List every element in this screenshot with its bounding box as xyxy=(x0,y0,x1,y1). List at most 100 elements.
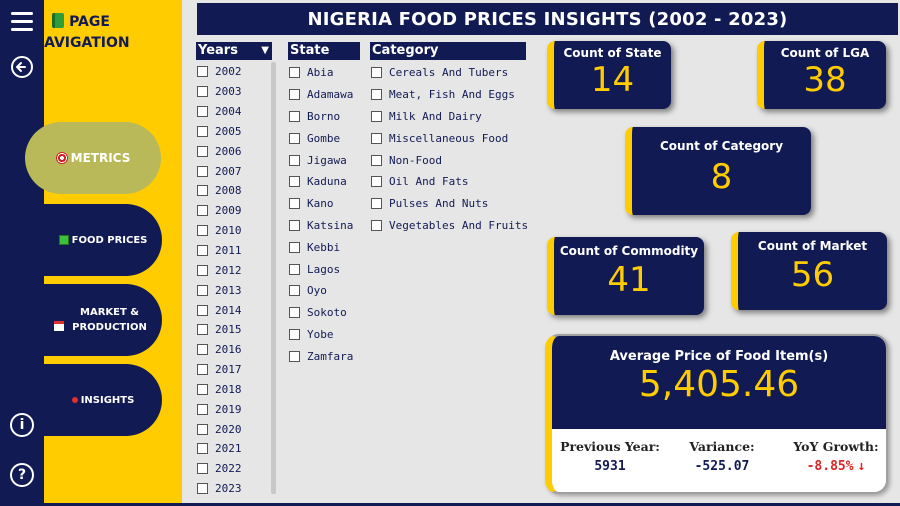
checkbox[interactable] xyxy=(289,154,300,166)
back-arrow-icon[interactable] xyxy=(7,52,37,82)
checkbox[interactable] xyxy=(197,264,208,276)
checkbox[interactable] xyxy=(197,225,208,237)
checkbox[interactable] xyxy=(197,364,208,376)
category-option[interactable]: Oil And Fats xyxy=(371,171,528,193)
state-option[interactable]: Jigawa xyxy=(289,149,353,171)
checkbox[interactable] xyxy=(197,66,208,78)
info-icon[interactable]: i xyxy=(7,410,37,440)
state-option[interactable]: Kaduna xyxy=(289,171,353,193)
year-option[interactable]: 2003 xyxy=(197,82,242,102)
year-option[interactable]: 2008 xyxy=(197,181,242,201)
checkbox[interactable] xyxy=(371,89,382,101)
year-option[interactable]: 2018 xyxy=(197,380,242,400)
year-option[interactable]: 2022 xyxy=(197,459,242,479)
checkbox[interactable] xyxy=(197,463,208,475)
category-option[interactable]: Miscellaneous Food xyxy=(371,127,528,149)
hamburger-menu-icon[interactable] xyxy=(7,6,37,36)
year-option[interactable]: 2023 xyxy=(197,479,242,499)
category-option[interactable]: Meat, Fish And Eggs xyxy=(371,84,528,106)
year-option[interactable]: 2004 xyxy=(197,102,242,122)
checkbox[interactable] xyxy=(289,307,300,319)
checkbox[interactable] xyxy=(289,285,300,297)
state-option[interactable]: Abia xyxy=(289,62,353,84)
category-option[interactable]: Cereals And Tubers xyxy=(371,62,528,84)
nav-button-metrics[interactable]: METRICS xyxy=(25,122,161,194)
nav-button-market-production[interactable]: MARKET & PRODUCTION xyxy=(44,284,162,356)
year-option[interactable]: 2009 xyxy=(197,201,242,221)
checkbox[interactable] xyxy=(289,328,300,340)
category-option[interactable]: Pulses And Nuts xyxy=(371,193,528,215)
checkbox[interactable] xyxy=(197,344,208,356)
checkbox[interactable] xyxy=(197,483,208,495)
year-option[interactable]: 2014 xyxy=(197,300,242,320)
state-option[interactable]: Oyo xyxy=(289,280,353,302)
checkbox[interactable] xyxy=(289,67,300,79)
checkbox[interactable] xyxy=(289,132,300,144)
year-option[interactable]: 2002 xyxy=(197,62,242,82)
checkbox[interactable] xyxy=(197,443,208,455)
checkbox[interactable] xyxy=(197,245,208,257)
checkbox[interactable] xyxy=(289,350,300,362)
checkbox[interactable] xyxy=(197,423,208,435)
year-option[interactable]: 2017 xyxy=(197,360,242,380)
checkbox[interactable] xyxy=(289,263,300,275)
year-option[interactable]: 2005 xyxy=(197,122,242,142)
year-option[interactable]: 2012 xyxy=(197,260,242,280)
checkbox[interactable] xyxy=(197,324,208,336)
year-option[interactable]: 2021 xyxy=(197,439,242,459)
year-option[interactable]: 2016 xyxy=(197,340,242,360)
checkbox[interactable] xyxy=(371,176,382,188)
year-option[interactable]: 2007 xyxy=(197,161,242,181)
nav-button-insights[interactable]: INSIGHTS xyxy=(44,364,162,436)
checkbox[interactable] xyxy=(371,132,382,144)
checkbox[interactable] xyxy=(197,304,208,316)
state-option[interactable]: Borno xyxy=(289,106,353,128)
category-option[interactable]: Vegetables And Fruits xyxy=(371,215,528,237)
checkbox[interactable] xyxy=(289,176,300,188)
checkbox[interactable] xyxy=(197,86,208,98)
category-option[interactable]: Milk And Dairy xyxy=(371,106,528,128)
checkbox[interactable] xyxy=(197,403,208,415)
state-option[interactable]: Kano xyxy=(289,193,353,215)
checkbox[interactable] xyxy=(289,198,300,210)
state-option[interactable]: Gombe xyxy=(289,127,353,149)
checkbox[interactable] xyxy=(197,205,208,217)
state-option[interactable]: Lagos xyxy=(289,258,353,280)
year-option[interactable]: 2010 xyxy=(197,221,242,241)
state-option[interactable]: Adamawa xyxy=(289,84,353,106)
year-option[interactable]: 2011 xyxy=(197,241,242,261)
help-icon[interactable]: ? xyxy=(7,460,37,490)
checkbox[interactable] xyxy=(289,89,300,101)
checkbox[interactable] xyxy=(371,219,382,231)
checkbox[interactable] xyxy=(197,383,208,395)
years-slicer-scrollbar[interactable] xyxy=(271,62,276,494)
nav-button-food-prices[interactable]: FOOD PRICES xyxy=(44,204,162,276)
state-option[interactable]: Zamfara xyxy=(289,345,353,367)
state-option[interactable]: Sokoto xyxy=(289,302,353,324)
checkbox[interactable] xyxy=(371,67,382,79)
checkbox[interactable] xyxy=(289,219,300,231)
checkbox[interactable] xyxy=(197,125,208,137)
year-option[interactable]: 2006 xyxy=(197,141,242,161)
state-option[interactable]: Yobe xyxy=(289,324,353,346)
checkbox[interactable] xyxy=(197,284,208,296)
checkbox[interactable] xyxy=(197,165,208,177)
previous-year-stat: Previous Year: 5931 xyxy=(560,439,660,474)
checkbox[interactable] xyxy=(197,145,208,157)
checkbox[interactable] xyxy=(371,110,382,122)
checkbox[interactable] xyxy=(371,198,382,210)
checkbox[interactable] xyxy=(289,241,300,253)
year-option[interactable]: 2020 xyxy=(197,419,242,439)
checkbox[interactable] xyxy=(197,106,208,118)
state-option[interactable]: Katsina xyxy=(289,215,353,237)
year-option[interactable]: 2019 xyxy=(197,399,242,419)
checkbox[interactable] xyxy=(197,185,208,197)
checkbox[interactable] xyxy=(371,154,382,166)
category-option[interactable]: Non-Food xyxy=(371,149,528,171)
year-option[interactable]: 2015 xyxy=(197,320,242,340)
chevron-down-icon[interactable]: ▼ xyxy=(261,45,269,56)
year-option[interactable]: 2013 xyxy=(197,280,242,300)
checkbox[interactable] xyxy=(289,110,300,122)
years-slicer-header[interactable]: Years ▼ xyxy=(196,42,272,60)
state-option[interactable]: Kebbi xyxy=(289,236,353,258)
